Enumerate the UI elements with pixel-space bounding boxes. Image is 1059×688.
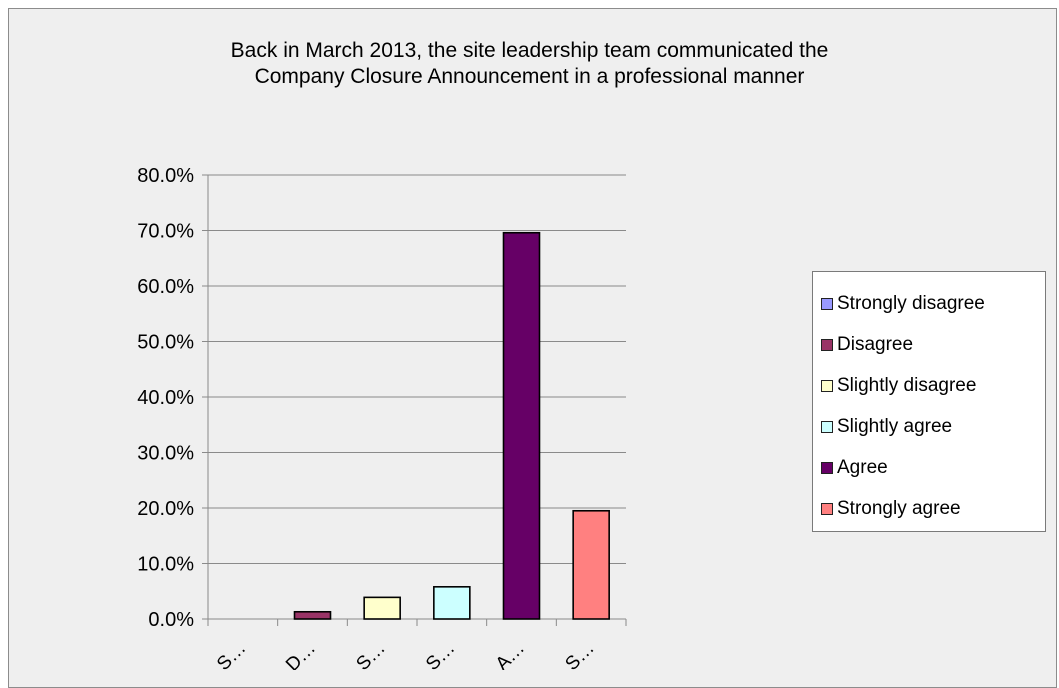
legend-label: Strongly agree xyxy=(837,497,961,519)
bar xyxy=(502,231,541,620)
legend: Strongly disagree Disagree Slightly disagr… xyxy=(812,271,1046,532)
bar xyxy=(293,610,332,620)
y-tick-label: 10.0% xyxy=(137,554,194,576)
y-tick-label: 20.0% xyxy=(137,498,194,520)
legend-label: Agree xyxy=(837,456,888,478)
bar xyxy=(363,596,401,620)
x-tick-label: S… xyxy=(352,638,389,670)
bar xyxy=(433,586,471,620)
legend-swatch xyxy=(821,502,833,515)
legend-item: Disagree xyxy=(813,324,1045,365)
legend-item: Slightly disagree xyxy=(813,365,1045,406)
legend-swatch xyxy=(821,338,833,351)
x-tick-label: D… xyxy=(282,638,320,670)
y-tick-label: 30.0% xyxy=(137,443,194,465)
y-tick-label: 50.0% xyxy=(137,332,194,354)
y-tick-label: 70.0% xyxy=(137,221,194,243)
legend-item: Agree xyxy=(813,447,1045,488)
legend-label: Strongly disagree xyxy=(837,292,985,314)
y-tick-label: 0.0% xyxy=(148,609,194,631)
x-tick-label: S… xyxy=(422,638,459,670)
y-tick-label: 40.0% xyxy=(137,387,194,409)
legend-swatch xyxy=(821,297,833,310)
x-tick-label: S… xyxy=(561,638,598,670)
legend-label: Slightly disagree xyxy=(837,374,977,396)
legend-item: Slightly agree xyxy=(813,406,1045,447)
chart-title: Back in March 2013, the site leadership … xyxy=(230,39,829,88)
legend-label: Slightly agree xyxy=(837,415,953,437)
y-tick-label: 80.0% xyxy=(137,165,194,187)
legend-swatch xyxy=(821,379,833,392)
legend-item: Strongly agree xyxy=(813,488,1045,529)
x-tick-label: S… xyxy=(213,638,250,670)
y-tick-label: 60.0% xyxy=(137,276,194,298)
legend-swatch xyxy=(821,420,833,433)
legend-item: Strongly disagree xyxy=(813,283,1045,324)
legend-swatch xyxy=(821,461,833,474)
plot-area: 0.0% 10.0% 20.0% 30.0% 40.0% 50.0% 60.0% 70.0% 8… xyxy=(137,165,627,670)
x-tick-label: A… xyxy=(492,638,529,670)
bar xyxy=(572,509,610,620)
legend-label: Disagree xyxy=(837,333,914,355)
